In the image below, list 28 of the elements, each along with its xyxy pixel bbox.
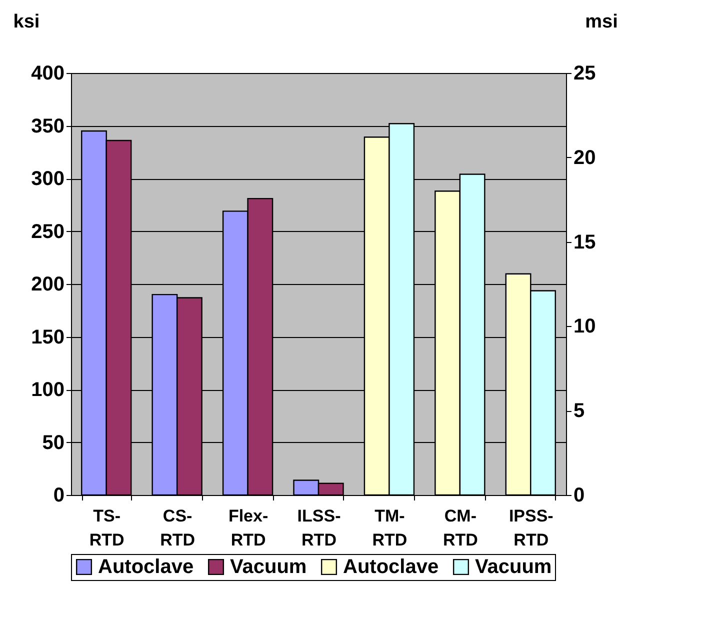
- legend-label: Autoclave: [343, 556, 439, 578]
- y-tick-label: 150: [31, 326, 64, 348]
- y-tick-label: 350: [31, 115, 64, 138]
- x-tick-label: ILSS-RTD: [297, 506, 341, 550]
- y2-tick-label: 25: [574, 62, 596, 84]
- y2-tick-label: 5: [574, 400, 585, 422]
- x-tick-label: IPSS-RTD: [508, 506, 554, 550]
- y2-tick-label: 15: [574, 231, 596, 254]
- y2-tick-label: 0: [574, 484, 585, 506]
- y-tick-label: 250: [31, 220, 64, 243]
- x-tick-label: CM-RTD: [442, 506, 478, 550]
- x-tick-label: Flex-RTD: [228, 506, 268, 550]
- x-tick-label: TS-RTD: [89, 506, 124, 550]
- y-axis-title: ksi: [13, 12, 40, 32]
- x-tick-label: CS-RTD: [160, 506, 196, 550]
- y2-tick-label: 20: [574, 146, 596, 169]
- y-tick-label: 200: [31, 274, 64, 296]
- legend-label: Autoclave: [98, 556, 194, 578]
- y-tick-label: 400: [31, 62, 64, 84]
- y-tick-label: 100: [31, 379, 64, 401]
- x-tick-label: TM-RTD: [372, 506, 408, 550]
- legend-label: Vacuum: [230, 556, 307, 578]
- y-tick-label: 300: [31, 168, 64, 190]
- legend-label: Vacuum: [475, 556, 552, 578]
- y-tick-label: 50: [42, 432, 64, 454]
- y2-axis-title: msi: [585, 12, 618, 32]
- y2-tick-label: 10: [574, 316, 596, 338]
- y-tick-label: 0: [53, 484, 64, 506]
